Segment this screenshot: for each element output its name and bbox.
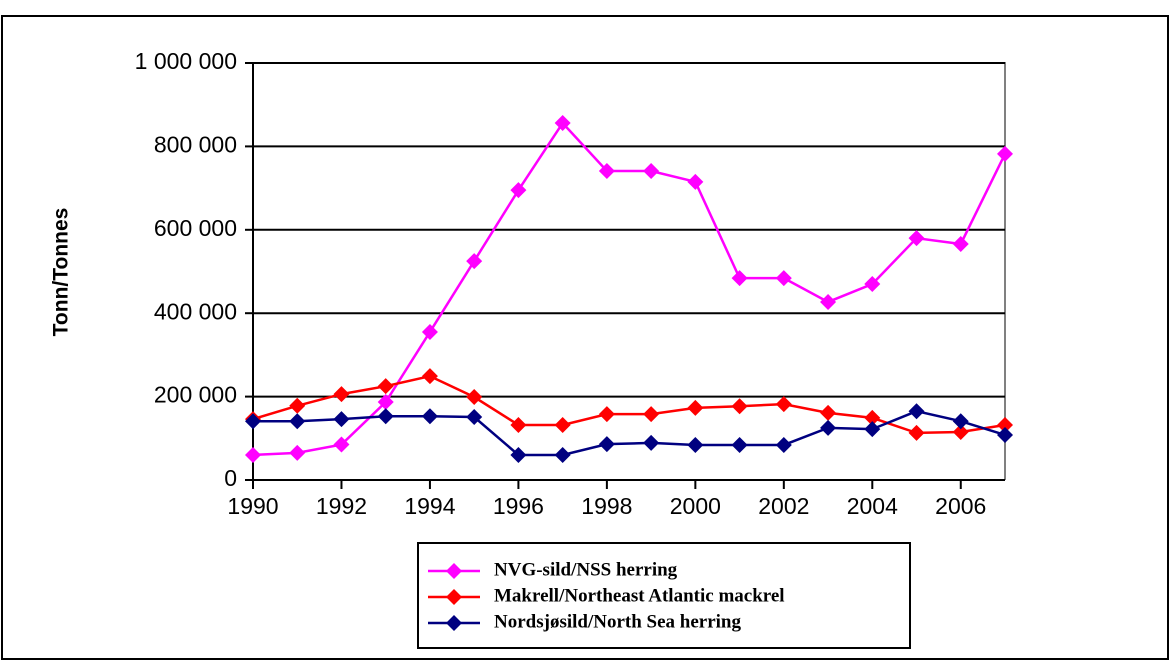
data-point <box>952 413 969 430</box>
legend-label: Makrell/Northeast Atlantic mackrel <box>494 585 785 606</box>
data-point <box>510 416 527 433</box>
data-point <box>997 416 1013 433</box>
data-point <box>643 434 660 451</box>
data-point <box>598 406 615 423</box>
data-point <box>820 404 837 421</box>
data-point <box>731 398 748 415</box>
data-point <box>864 421 881 438</box>
x-tick-label: 2006 <box>935 493 986 519</box>
data-point <box>997 145 1013 162</box>
data-point <box>775 270 792 287</box>
data-point <box>245 446 261 463</box>
legend-label: Nordsjøsild/North Sea herring <box>494 611 742 632</box>
y-tick-label: 200 000 <box>154 382 237 408</box>
data-point <box>289 413 306 430</box>
data-point <box>731 270 748 287</box>
data-point <box>687 436 704 453</box>
data-point <box>421 408 438 425</box>
data-point <box>510 446 527 463</box>
data-point <box>864 409 881 426</box>
data-point <box>245 413 261 430</box>
x-tick-label: 1992 <box>316 493 367 519</box>
data-point <box>643 406 660 423</box>
data-point <box>421 368 438 385</box>
data-point <box>421 323 438 340</box>
legend-marker <box>446 589 462 605</box>
data-point <box>289 397 306 414</box>
data-point <box>466 389 483 406</box>
data-point <box>377 408 394 425</box>
data-point <box>775 436 792 453</box>
data-point <box>731 436 748 453</box>
x-tick-label: 2002 <box>758 493 809 519</box>
data-point <box>952 424 969 441</box>
data-point <box>687 173 704 190</box>
data-point <box>820 293 837 310</box>
x-tick-label: 2000 <box>670 493 721 519</box>
data-point <box>687 399 704 416</box>
legend-box <box>417 542 911 649</box>
data-point <box>775 396 792 413</box>
legend-marker <box>446 563 462 579</box>
y-tick-label: 600 000 <box>154 215 237 241</box>
y-tick-label: 800 000 <box>154 131 237 157</box>
data-point <box>908 403 925 420</box>
x-tick-label: 2004 <box>847 493 898 519</box>
data-point <box>466 409 483 426</box>
x-tick-label: 1990 <box>227 493 278 519</box>
series-line <box>252 121 1007 457</box>
data-point <box>289 444 306 461</box>
y-tick-label: 400 000 <box>154 298 237 324</box>
data-point <box>333 436 350 453</box>
series-line <box>252 374 1006 435</box>
data-point <box>643 163 660 180</box>
data-point <box>598 163 615 180</box>
data-point <box>952 235 969 252</box>
data-point <box>377 378 394 395</box>
data-point <box>864 276 881 293</box>
y-tick-label: 0 <box>224 465 237 491</box>
data-point <box>997 426 1013 443</box>
legend-marker <box>446 615 462 631</box>
data-point <box>466 253 483 270</box>
y-axis-label: Tonn/Tonnes <box>50 208 73 337</box>
data-point <box>333 386 350 403</box>
data-point <box>598 436 615 453</box>
legend: NVG-sild/NSS herring Makrell/Northeast At… <box>417 542 911 649</box>
data-point <box>908 230 925 247</box>
x-tick-label: 1994 <box>404 493 455 519</box>
legend-label: NVG-sild/NSS herring <box>494 559 678 580</box>
data-point <box>554 446 571 463</box>
data-point <box>377 394 394 411</box>
data-point <box>908 424 925 441</box>
data-point <box>333 411 350 428</box>
data-point <box>820 419 837 436</box>
data-point <box>510 182 527 199</box>
data-point <box>554 416 571 433</box>
data-point <box>554 115 571 132</box>
y-tick-label: 1 000 000 <box>135 48 237 74</box>
x-tick-label: 1998 <box>581 493 632 519</box>
x-tick-label: 1996 <box>493 493 544 519</box>
